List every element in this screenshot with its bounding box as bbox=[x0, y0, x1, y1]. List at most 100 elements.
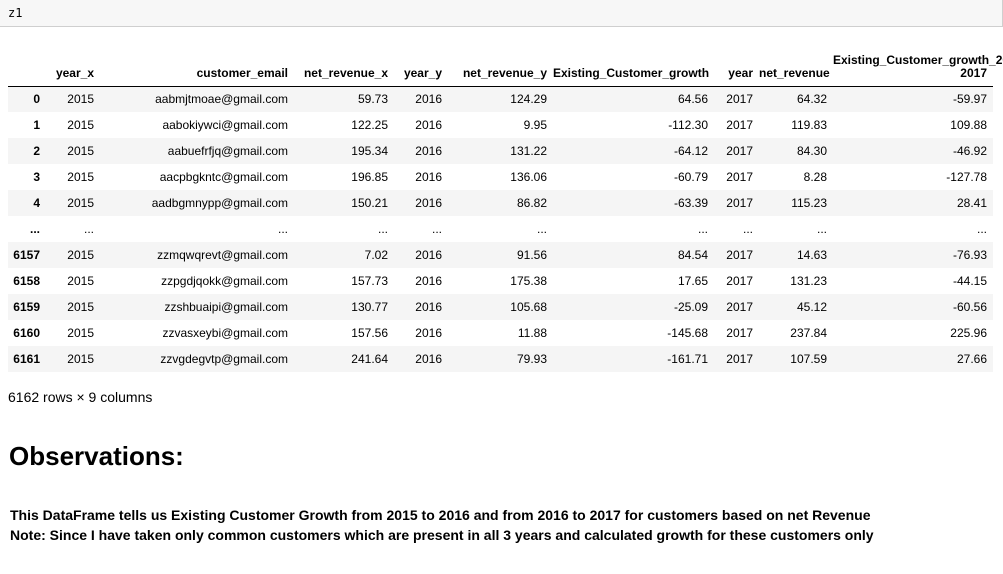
row-index: 4 bbox=[33, 196, 40, 210]
table-cell: -112.30 bbox=[668, 118, 708, 132]
row-index: 6161 bbox=[13, 352, 40, 366]
table-cell: 11.88 bbox=[517, 326, 547, 340]
row-index: 0 bbox=[33, 92, 40, 107]
table-cell: -63.39 bbox=[673, 196, 708, 210]
table-cell: 157.73 bbox=[351, 274, 388, 288]
row-index: 6158 bbox=[13, 274, 40, 288]
table-cell: 84.30 bbox=[796, 144, 827, 158]
table-cell: 237.84 bbox=[790, 326, 827, 340]
table-cell: 2017 bbox=[726, 92, 753, 107]
row-index: 6157 bbox=[13, 248, 40, 262]
table-cell: 2016 bbox=[415, 352, 442, 366]
table-cell: ... bbox=[431, 222, 442, 236]
table-cell: 86.82 bbox=[516, 196, 547, 210]
table-cell: -127.78 bbox=[946, 170, 987, 184]
table-cell: aabmjtmoae@gmail.com bbox=[155, 92, 288, 107]
table-cell: 2016 bbox=[415, 144, 442, 158]
table-cell: zzmqwqrevt@gmail.com bbox=[157, 248, 288, 262]
table-cell: 196.85 bbox=[351, 170, 388, 184]
table-cell: 2017 bbox=[726, 326, 753, 340]
table-cell: 157.56 bbox=[351, 326, 388, 340]
table-cell: 64.56 bbox=[677, 92, 708, 107]
table-cell: ... bbox=[697, 222, 708, 236]
table-cell: aadbgmnypp@gmail.com bbox=[151, 196, 288, 210]
table-cell: 27.66 bbox=[956, 352, 987, 366]
table-cell: 2015 bbox=[67, 144, 94, 158]
dataframe-table: year_x customer_email net_revenue_x year… bbox=[8, 44, 1003, 372]
table-cell: 8.28 bbox=[803, 170, 827, 184]
table-row: 0 2015 aabmjtmoae@gmail.com 59.73 2016 124.29… bbox=[8, 86, 993, 112]
table-cell: -145.68 bbox=[667, 326, 708, 340]
table-cell: 2015 bbox=[67, 300, 94, 314]
table-cell: -59.97 bbox=[952, 92, 987, 107]
table-cell: 2017 bbox=[726, 170, 753, 184]
table-cell: 2017 bbox=[726, 248, 753, 262]
table-cell: 14.63 bbox=[796, 248, 827, 262]
table-cell: 136.06 bbox=[510, 170, 547, 184]
observation-note: Note: Since I have taken only common cus… bbox=[10, 527, 874, 543]
header-index bbox=[8, 44, 46, 87]
table-cell: 2016 bbox=[415, 274, 442, 288]
header-net-revenue-y: net_revenue_y bbox=[448, 44, 553, 87]
observations-heading: Observations: bbox=[9, 441, 184, 471]
table-cell: 107.59 bbox=[790, 352, 827, 366]
table-cell: aabuefrfjq@gmail.com bbox=[167, 144, 288, 158]
table-cell: 150.21 bbox=[351, 196, 388, 210]
table-body: 0 2015 aabmjtmoae@gmail.com 59.73 2016 124.29… bbox=[8, 86, 993, 372]
table-cell: 2015 bbox=[67, 118, 94, 132]
table-cell: -60.56 bbox=[952, 300, 987, 314]
table-cell: 225.96 bbox=[950, 326, 987, 340]
table-cell: 2015 bbox=[67, 274, 94, 288]
table-cell: 9.95 bbox=[523, 118, 547, 132]
table-cell: 2016 bbox=[415, 118, 442, 132]
table-cell: 28.41 bbox=[956, 196, 987, 210]
dataframe-output: year_x customer_email net_revenue_x year… bbox=[8, 44, 1003, 372]
row-index: 6160 bbox=[13, 326, 40, 340]
table-cell: ... bbox=[536, 222, 547, 236]
table-header-row: year_x customer_email net_revenue_x year… bbox=[8, 44, 1003, 87]
row-index: 2 bbox=[33, 144, 40, 158]
table-cell: ... bbox=[742, 222, 753, 236]
table-row: 1 2015 aabokiywci@gmail.com 122.25 2016 9.95 -… bbox=[8, 112, 993, 138]
code-cell-text: z1 bbox=[8, 6, 23, 20]
table-cell: aacpbgkntc@gmail.com bbox=[159, 170, 288, 184]
table-cell: zzpgdjqokk@gmail.com bbox=[161, 274, 288, 288]
table-cell: 2016 bbox=[415, 248, 442, 262]
table-cell: ... bbox=[83, 222, 94, 236]
table-cell: 17.65 bbox=[677, 274, 708, 288]
table-cell: 175.38 bbox=[510, 274, 547, 288]
table-cell: -64.12 bbox=[673, 144, 708, 158]
table-cell: 2015 bbox=[67, 196, 94, 210]
table-cell: 124.29 bbox=[510, 92, 547, 107]
table-cell: -161.71 bbox=[667, 352, 708, 366]
table-cell: 195.34 bbox=[351, 144, 388, 158]
table-cell: 7.02 bbox=[364, 248, 388, 262]
table-cell: 115.23 bbox=[791, 196, 827, 210]
table-row: 3 2015 aacpbgkntc@gmail.com 196.85 2016 136.0… bbox=[8, 164, 993, 190]
header-year-x: year_x bbox=[46, 44, 100, 87]
table-cell: 2017 bbox=[726, 274, 753, 288]
table-cell: 2016 bbox=[415, 196, 442, 210]
table-cell: 79.93 bbox=[516, 352, 547, 366]
table-cell: 2017 bbox=[726, 352, 753, 366]
table-cell: 131.23 bbox=[790, 274, 827, 288]
table-cell: 2016 bbox=[415, 170, 442, 184]
table-cell: 2016 bbox=[415, 92, 442, 107]
table-cell: 241.64 bbox=[351, 352, 388, 366]
table-cell: zzvgdegvtp@gmail.com bbox=[160, 352, 288, 366]
table-cell: 84.54 bbox=[677, 248, 708, 262]
table-cell: 59.73 bbox=[357, 92, 388, 107]
table-cell: 2015 bbox=[67, 170, 94, 184]
table-cell: 2017 bbox=[726, 196, 753, 210]
table-row: .............................. bbox=[8, 216, 993, 242]
table-row: 4 2015 aadbgmnypp@gmail.com 150.21 2016 86.82… bbox=[8, 190, 993, 216]
table-cell: 2015 bbox=[67, 92, 94, 107]
header-customer-email: customer_email bbox=[100, 44, 294, 87]
table-cell: -46.92 bbox=[952, 144, 987, 158]
table-cell: 91.56 bbox=[516, 248, 547, 262]
code-cell[interactable]: z1 bbox=[0, 0, 1003, 27]
table-cell: 122.25 bbox=[351, 118, 388, 132]
table-cell: 109.88 bbox=[950, 118, 987, 132]
table-row: 6157 2015 zzmqwqrevt@gmail.com 7.02 2016 91.5… bbox=[8, 242, 993, 268]
table-row: 6159 2015 zzshbuaipi@gmail.com 130.77 2016 10… bbox=[8, 294, 993, 320]
